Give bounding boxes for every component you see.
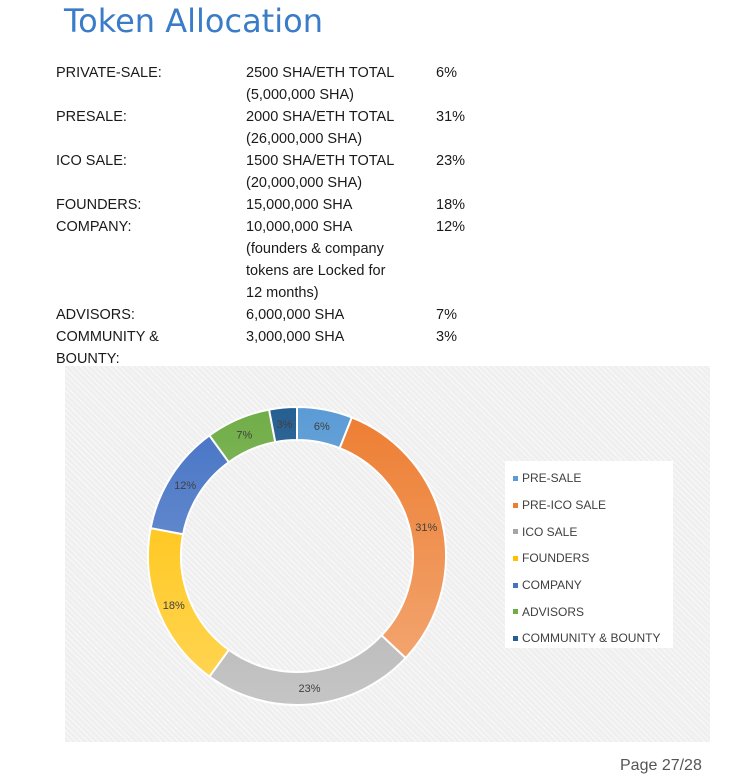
legend-label: FOUNDERS (522, 551, 590, 566)
page-number: Page 27/28 (620, 757, 702, 774)
legend-swatch (513, 635, 518, 641)
donut-slice-pre-ico-sale (338, 416, 447, 660)
data-label: 12% (174, 480, 196, 492)
legend-item: COMMUNITY & BOUNTY (505, 625, 673, 652)
allocation-row: PRESALE: 2000 SHA/ETH TOTAL (26,000,000 … (56, 106, 516, 150)
legend-label: ICO SALE (522, 524, 578, 539)
legend-item: COMPANY (505, 572, 673, 599)
allocation-label: PRESALE: (56, 109, 127, 125)
allocation-label: ADVISORS: (56, 307, 135, 323)
allocation-percent: 6% (436, 65, 457, 81)
allocation-label: COMPANY: (56, 219, 132, 235)
data-label: 6% (314, 421, 330, 433)
legend-label: PRE-ICO SALE (522, 498, 607, 513)
allocation-detail: 3,000,000 SHA (246, 329, 345, 345)
allocation-row: ADVISORS: 6,000,000 SHA 7% (56, 304, 516, 326)
page-title: Token Allocation (64, 2, 323, 40)
legend-swatch (513, 502, 518, 508)
allocation-percent: 12% (436, 219, 466, 235)
legend-label: PRE-SALE (522, 471, 582, 486)
legend-label: ADVISORS (522, 604, 585, 619)
legend-swatch (513, 609, 518, 615)
allocation-row: COMPANY: 10,000,000 SHA (founders & comp… (56, 216, 516, 304)
data-label: 23% (298, 683, 320, 695)
donut-slice-founders (147, 526, 231, 678)
legend-swatch (513, 475, 518, 481)
allocation-label: ICO SALE: (56, 153, 127, 169)
allocation-detail: 2000 SHA/ETH TOTAL (26,000,000 SHA) (246, 109, 395, 147)
legend-item: ICO SALE (505, 518, 673, 545)
allocation-label: COMMUNITY & BOUNTY: (56, 329, 159, 367)
allocation-label: PRIVATE-SALE: (56, 65, 162, 81)
chart-legend: PRE-SALE PRE-ICO SALE ICO SALE FOUNDERS COMP… (505, 461, 673, 648)
allocation-table: PRIVATE-SALE: 2500 SHA/ETH TOTAL (5,000,… (56, 62, 516, 370)
data-label: 7% (236, 429, 252, 441)
allocation-percent: 3% (436, 329, 457, 345)
legend-swatch (513, 529, 518, 535)
allocation-detail: 10,000,000 SHA (founders & company token… (246, 219, 386, 301)
allocation-percent: 7% (436, 307, 457, 323)
legend-item: PRE-ICO SALE (505, 492, 673, 519)
legend-item: ADVISORS (505, 598, 673, 625)
legend-swatch (513, 555, 518, 561)
allocation-percent: 23% (436, 153, 466, 169)
allocation-row: FOUNDERS: 15,000,000 SHA 18% (56, 194, 516, 216)
data-label: 18% (163, 600, 185, 612)
legend-item: PRE-SALE (505, 465, 673, 492)
allocation-row: PRIVATE-SALE: 2500 SHA/ETH TOTAL (5,000,… (56, 62, 516, 106)
allocation-row: COMMUNITY & BOUNTY: 3,000,000 SHA 3% (56, 326, 516, 370)
allocation-detail: 1500 SHA/ETH TOTAL (20,000,000 SHA) (246, 153, 395, 191)
legend-swatch (513, 582, 518, 588)
data-label: 3% (277, 419, 293, 431)
allocation-detail: 6,000,000 SHA (246, 307, 345, 323)
allocation-detail: 2500 SHA/ETH TOTAL (5,000,000 SHA) (246, 65, 395, 103)
allocation-detail: 15,000,000 SHA (246, 197, 353, 213)
allocation-percent: 31% (436, 109, 466, 125)
allocation-row: ICO SALE: 1500 SHA/ETH TOTAL (20,000,000… (56, 150, 516, 194)
legend-label: COMPANY (522, 578, 582, 593)
allocation-percent: 18% (436, 197, 466, 213)
allocation-label: FOUNDERS: (56, 197, 142, 213)
legend-label: COMMUNITY & BOUNTY (522, 631, 661, 646)
legend-item: FOUNDERS (505, 545, 673, 572)
data-label: 31% (415, 522, 437, 534)
donut-slice-community-bounty (267, 405, 298, 444)
